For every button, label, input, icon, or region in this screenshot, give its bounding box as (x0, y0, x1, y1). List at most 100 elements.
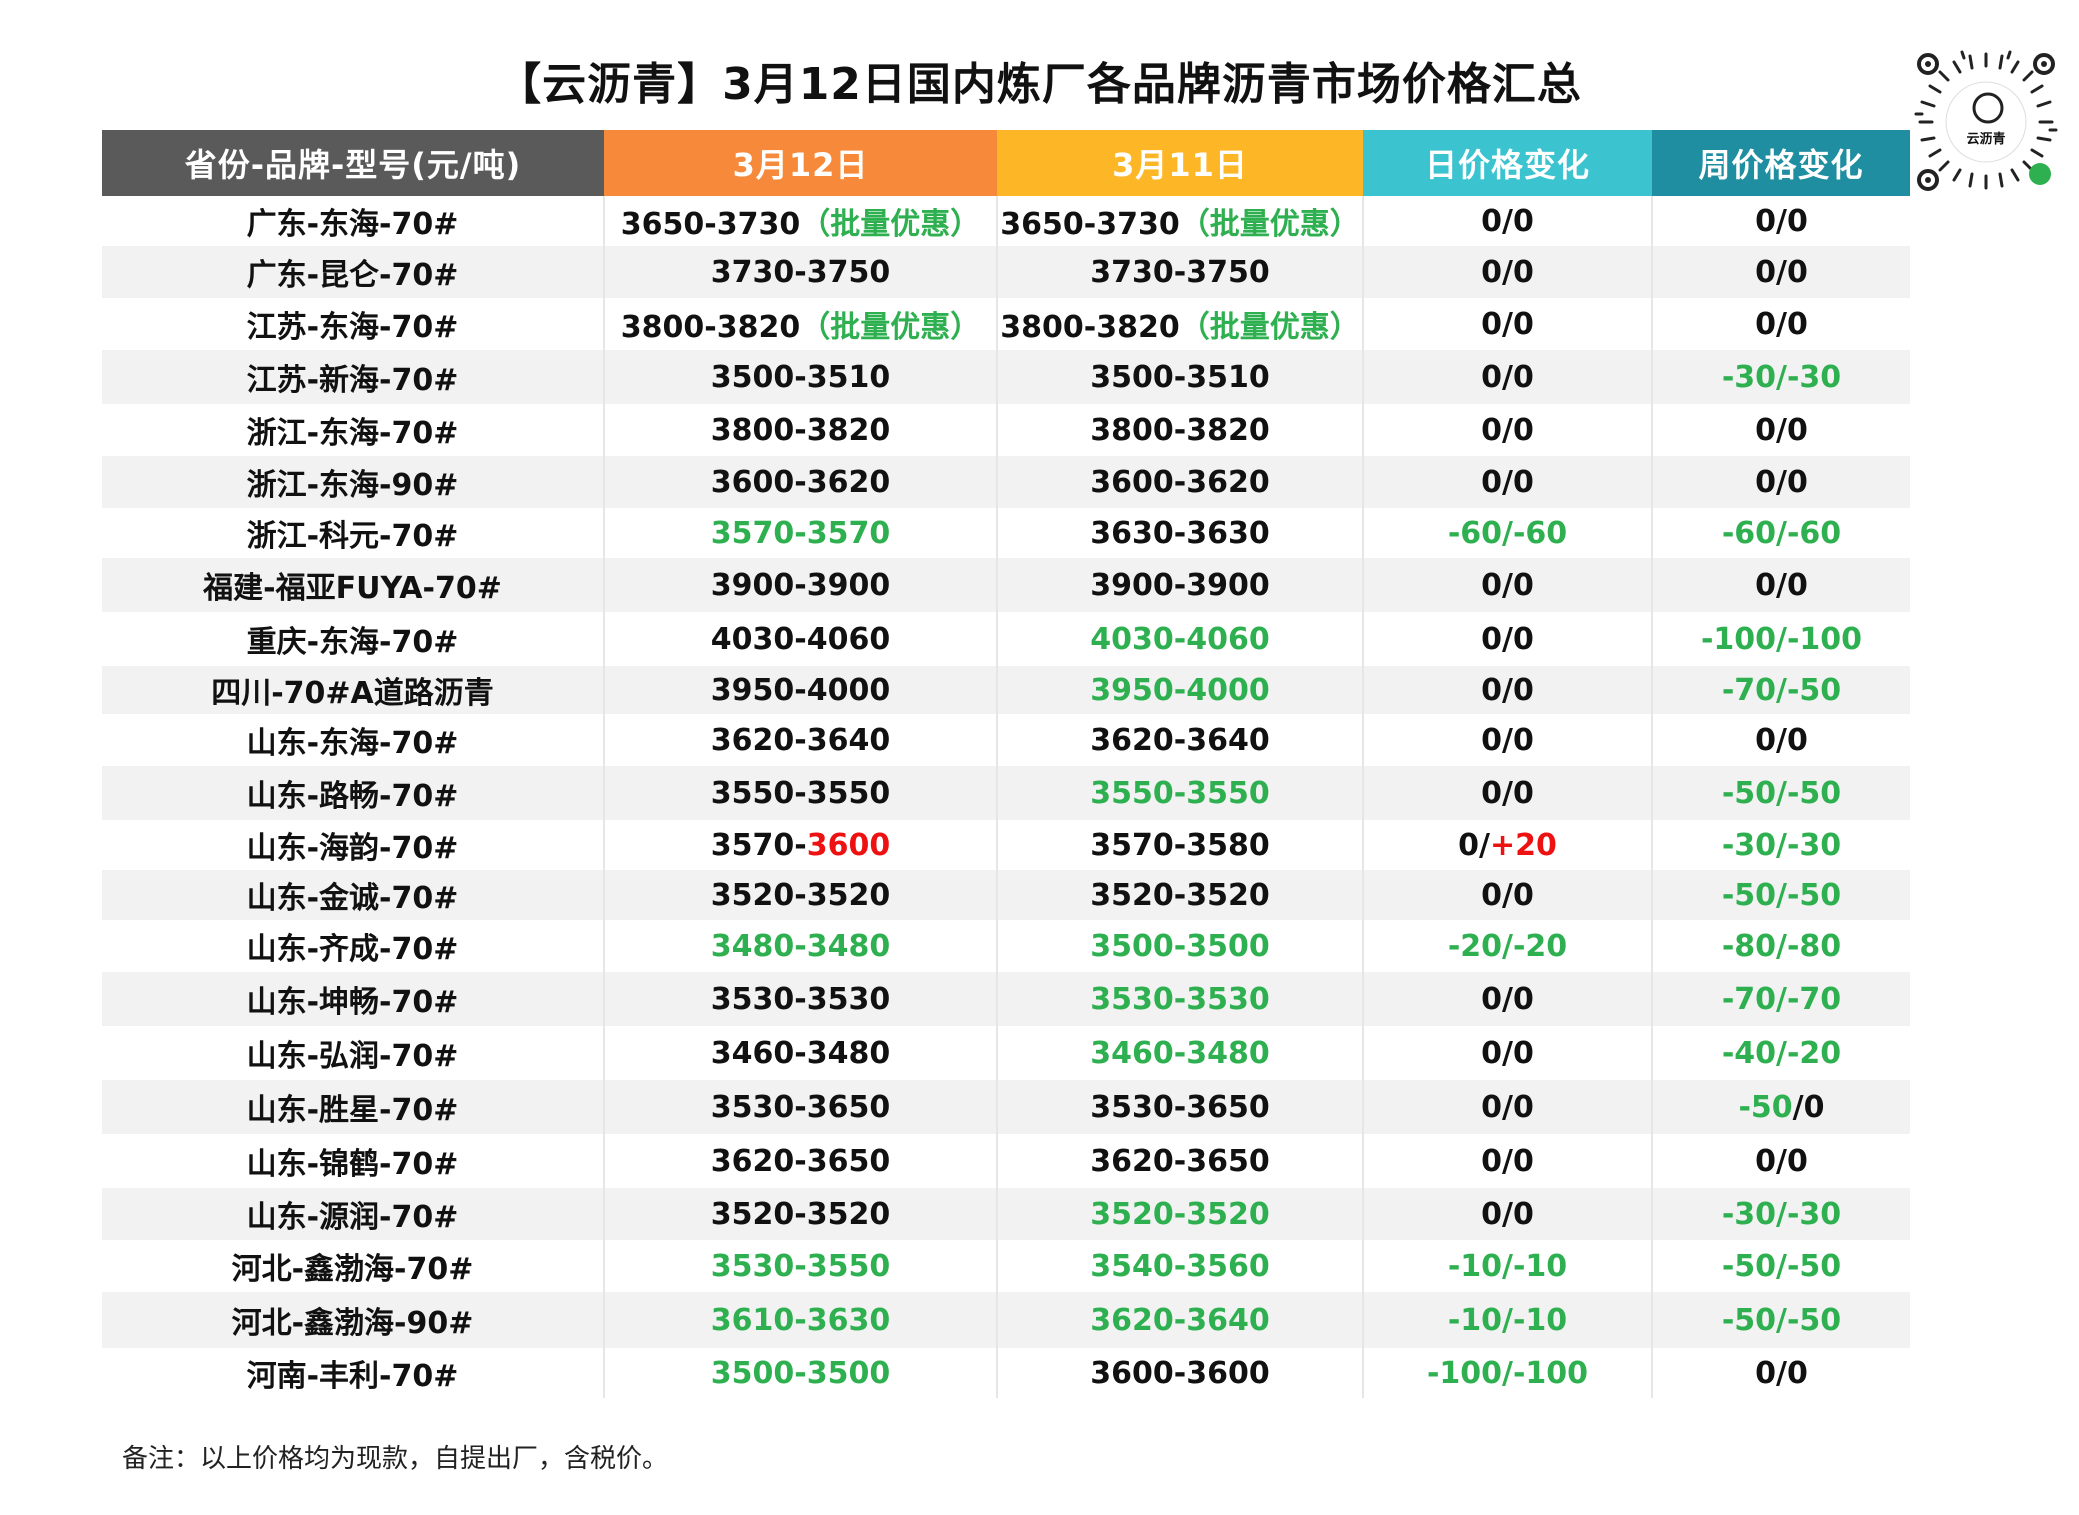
cell-name: 浙江-东海-70# (246, 416, 459, 451)
table-row: 山东-金诚-70# 3520-3520 3520-3520 0/0 -50/-50 (102, 870, 1910, 920)
cell-name: 山东-东海-70# (246, 726, 459, 761)
cell-text: （批量优惠） (1179, 207, 1360, 242)
header-day-change: 日价格变化 (1363, 130, 1652, 196)
cell-text: 3620-3640 (1090, 1302, 1270, 1338)
cell-week-change: -30/-30 (1651, 820, 1910, 870)
cell-day-change: -10/-10 (1362, 1240, 1652, 1292)
header-week-change: 周价格变化 (1652, 130, 1910, 196)
cell-text: -30/-30 (1721, 1196, 1842, 1232)
cell-text: 0/0 (1755, 722, 1808, 758)
cell-text: -50/-50 (1721, 1248, 1842, 1284)
cell-text: （批量优惠） (800, 207, 981, 242)
cell-name: 四川-70#A道路沥青 (102, 666, 604, 714)
cell-text: 0/0 (1481, 567, 1534, 603)
cell-text: 3800-3820 (710, 412, 891, 448)
cell-text: 3530-3550 (710, 1248, 891, 1284)
footnote: 备注：以上价格均为现款，自提出厂，含税价。 (122, 1444, 669, 1474)
cell-text: 0/0 (1481, 1196, 1534, 1232)
table-body: 广东-东海-70# 3650-3730（批量优惠） 3650-3730（批量优惠） 0… (102, 196, 1910, 1398)
cell-text: 3550-3550 (710, 775, 891, 811)
cell-yesterday: 3620-3650 (996, 1134, 1363, 1188)
cell-text: 3730-3750 (1090, 254, 1270, 290)
cell-name: 重庆-东海-70# (246, 625, 459, 660)
cell-today: 3620-3650 (603, 1134, 997, 1188)
cell-yesterday: 3620-3640 (996, 714, 1363, 766)
cell-text: 3610-3630 (710, 1302, 891, 1338)
cell-text: 0/0 (1755, 1143, 1808, 1179)
cell-yesterday: 3530-3530 (996, 972, 1363, 1026)
cell-today: 3530-3530 (603, 972, 997, 1026)
header-yesterday: 3月11日 (997, 130, 1363, 196)
cell-yesterday: 3950-4000 (996, 666, 1363, 714)
table-row: 江苏-新海-70# 3500-3510 3500-3510 0/0 -30/-30 (102, 350, 1910, 404)
cell-today: 3610-3630 (603, 1292, 997, 1348)
cell-week-change: -50/0 (1651, 1080, 1910, 1134)
cell-day-change: -100/-100 (1362, 1348, 1652, 1398)
cell-yesterday: 3730-3750 (996, 246, 1363, 298)
cell-yesterday: 3530-3650 (996, 1080, 1363, 1134)
cell-text: 3950-4000 (710, 672, 891, 708)
logo-text: 云沥青 (1966, 132, 2006, 147)
cell-yesterday: 3500-3510 (996, 350, 1363, 404)
cell-text: /0 (1792, 1089, 1825, 1125)
cell-name: 福建-福亚FUYA-70# (102, 558, 604, 612)
cell-day-change: 0/0 (1362, 298, 1652, 350)
table-row: 山东-弘润-70# 3460-3480 3460-3480 0/0 -40/-20 (102, 1026, 1910, 1080)
cell-name: 河北-鑫渤海-90# (102, 1292, 604, 1348)
cell-name: 江苏-新海-70# (102, 350, 604, 404)
qr-code-icon (1914, 50, 2058, 191)
cell-yesterday: 3520-3520 (996, 870, 1363, 920)
header-today: 3月12日 (604, 130, 997, 196)
cell-name: 浙江-科元-70# (246, 519, 459, 554)
cell-yesterday: 3620-3640 (996, 1292, 1363, 1348)
cell-week-change: 0/0 (1651, 558, 1910, 612)
cell-name: 广东-东海-70# (246, 207, 459, 242)
cell-yesterday: 4030-4060 (996, 612, 1363, 666)
cell-week-change: 0/0 (1651, 456, 1910, 508)
cell-text: 3570- (710, 827, 807, 863)
cell-day-change: -20/-20 (1362, 920, 1652, 972)
page-title: 【云沥青】3月12日国内炼厂各品牌沥青市场价格汇总 (497, 59, 1582, 110)
cell-name: 山东-路畅-70# (102, 766, 604, 820)
cell-day-change: 0/0 (1362, 196, 1652, 246)
cell-yesterday: 3630-3630 (996, 508, 1363, 558)
cell-today: 3570-3570 (603, 508, 997, 558)
table-row: 河北-鑫渤海-70# 3530-3550 3540-3560 -10/-10 -50/-… (102, 1240, 1910, 1292)
cell-text: 0/0 (1755, 412, 1808, 448)
cell-text: 0/0 (1755, 306, 1808, 342)
table-row: 浙江-东海-70# 3800-3820 3800-3820 0/0 0/0 (102, 404, 1910, 456)
cell-name: 山东-齐成-70# (246, 932, 459, 967)
cell-week-change: 0/0 (1651, 246, 1910, 298)
cell-text: 0/0 (1755, 567, 1808, 603)
cell-text: -100/-100 (1426, 1355, 1589, 1391)
cell-text: -50 (1738, 1089, 1793, 1125)
cell-text: 0/0 (1481, 1035, 1534, 1071)
cell-text: 0/ (1458, 827, 1490, 863)
cell-text: -20/-20 (1447, 928, 1568, 964)
cell-today: 3530-3650 (603, 1080, 997, 1134)
table-row: 河南-丰利-70# 3500-3500 3600-3600 -100/-100 0/0 (102, 1348, 1910, 1398)
cell-today: 3730-3750 (603, 246, 997, 298)
table-row: 河北-鑫渤海-90# 3610-3630 3620-3640 -10/-10 -50/-… (102, 1292, 1910, 1348)
cell-text: 3620-3650 (1090, 1143, 1270, 1179)
cell-text: 0/0 (1755, 1355, 1808, 1391)
cell-text: 0/0 (1481, 877, 1534, 913)
cell-text: 3570-3580 (1090, 827, 1270, 863)
cell-today: 3550-3550 (603, 766, 997, 820)
cell-yesterday: 3570-3580 (996, 820, 1363, 870)
cell-name: 山东-胜星-70# (102, 1080, 604, 1134)
table-row: 山东-源润-70# 3520-3520 3520-3520 0/0 -30/-30 (102, 1188, 1910, 1240)
cell-text: -50/-50 (1721, 775, 1842, 811)
table-row: 四川-70#A道路沥青 3950-4000 3950-4000 0/0 -70/-50 (102, 666, 1910, 714)
cell-day-change: 0/0 (1362, 972, 1652, 1026)
cell-text: 0/0 (1481, 1089, 1534, 1125)
cell-yesterday: 3800-3820（批量优惠） (996, 298, 1363, 350)
cell-text: 0/0 (1481, 359, 1534, 395)
cell-text: -30/-30 (1721, 359, 1842, 395)
table-row: 福建-福亚FUYA-70# 3900-3900 3900-3900 0/0 0/0 (102, 558, 1910, 612)
cell-text: 3550-3550 (1090, 775, 1270, 811)
cell-day-change: 0/0 (1362, 350, 1652, 404)
cell-today: 3900-3900 (603, 558, 997, 612)
cell-day-change: 0/0 (1362, 246, 1652, 298)
cell-text: 4030-4060 (710, 621, 891, 657)
